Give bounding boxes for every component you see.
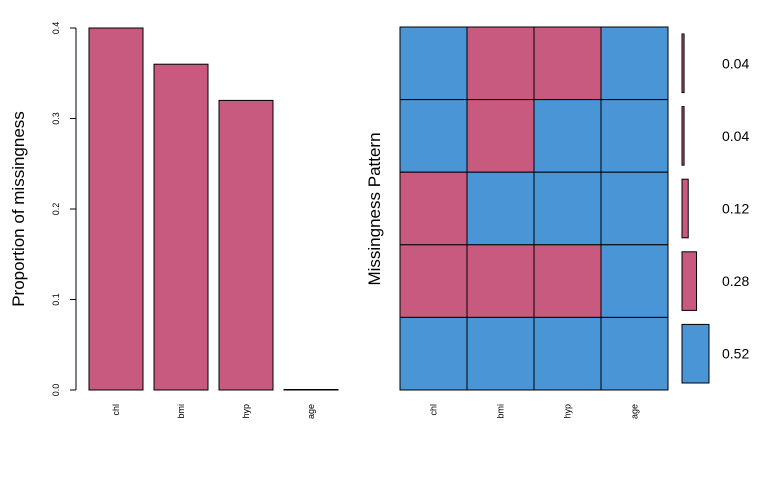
pattern-proportion-label-1: 0.04	[722, 128, 749, 144]
pattern-cell-r0-bmi	[466, 26, 535, 101]
pattern-proportion-label-0: 0.04	[722, 55, 749, 71]
bar-x-tick-label-bmi: bmi	[176, 404, 186, 419]
pattern-x-tick-label-hyp: hyp	[563, 404, 573, 419]
bar-y-ticks: 0.0 0.1 0.2 0.3 0.4	[51, 22, 76, 397]
pattern-proportion-bar-2	[681, 178, 689, 239]
bar-y-tick-label: 0.1	[51, 293, 61, 306]
bar-x-tick-labels: chl bmi hyp age	[111, 404, 316, 419]
bar-y-tick-label: 0.4	[51, 22, 61, 35]
pattern-proportion-bar-3	[681, 251, 698, 311]
pattern-cell-r2-hyp	[533, 171, 602, 246]
pattern-cell-r2-chl	[399, 171, 468, 246]
pattern-cell-r0-hyp	[533, 26, 602, 101]
pattern-proportion-bar-0	[681, 33, 685, 94]
missingness-bar-chart: Proportion of missingness 0.00.10.20.30.…	[9, 22, 339, 419]
pattern-cell-r1-hyp	[533, 99, 602, 173]
pattern-proportion-bars	[681, 33, 710, 384]
pattern-cell-r4-hyp	[533, 316, 602, 391]
bar-y-tick-label: 0.3	[51, 112, 61, 125]
bar-chl	[88, 27, 144, 391]
bar-y-tick-label: 0.0	[51, 384, 61, 397]
pattern-proportion-label-4: 0.52	[722, 346, 749, 362]
pattern-proportion-labels: 0.04 0.04 0.12 0.28 0.52	[722, 55, 749, 361]
pattern-cell-r0-chl	[399, 26, 468, 101]
bar-series	[88, 27, 339, 391]
pattern-proportion-label-2: 0.12	[722, 201, 749, 217]
pattern-cell-r1-age	[600, 99, 669, 173]
pattern-cell-r4-chl	[399, 316, 468, 391]
bar-y-tick-label: 0.2	[51, 203, 61, 216]
pattern-proportion-bar-1	[681, 106, 685, 166]
pattern-x-tick-labels: chl bmi hyp age	[429, 404, 640, 419]
pattern-x-tick-label-age: age	[630, 404, 640, 419]
pattern-proportion-label-3: 0.28	[722, 273, 749, 289]
pattern-x-tick-label-chl: chl	[429, 404, 439, 416]
bar-age	[283, 389, 339, 391]
pattern-cell-r0-age	[600, 26, 669, 101]
pattern-cell-r2-age	[600, 171, 669, 246]
bar-x-tick-label-chl: chl	[111, 404, 121, 416]
pattern-cell-r4-bmi	[466, 316, 535, 391]
bar-x-tick-label-age: age	[306, 404, 316, 419]
bar-x-tick-label-hyp: hyp	[241, 404, 251, 419]
pattern-x-tick-label-bmi: bmi	[496, 404, 506, 419]
pattern-y-axis-title: Missingness Pattern	[365, 132, 384, 285]
bar-bmi	[153, 63, 209, 391]
pattern-cell-r1-chl	[399, 99, 468, 173]
bar-hyp	[218, 99, 274, 391]
pattern-cell-r1-bmi	[466, 99, 535, 173]
pattern-cell-r2-bmi	[466, 171, 535, 246]
bar-y-axis-title: Proportion of missingness	[9, 111, 28, 307]
missingness-pattern-chart: Missingness Pattern chl bmi hyp age 0.040.0…	[365, 26, 749, 419]
pattern-cell-r3-chl	[399, 244, 468, 318]
pattern-cell-r3-bmi	[466, 244, 535, 318]
pattern-cells	[399, 26, 669, 391]
pattern-cell-r3-age	[600, 244, 669, 318]
pattern-cell-r3-hyp	[533, 244, 602, 318]
pattern-cell-r4-age	[600, 316, 669, 391]
pattern-proportion-bar-4	[681, 323, 710, 384]
